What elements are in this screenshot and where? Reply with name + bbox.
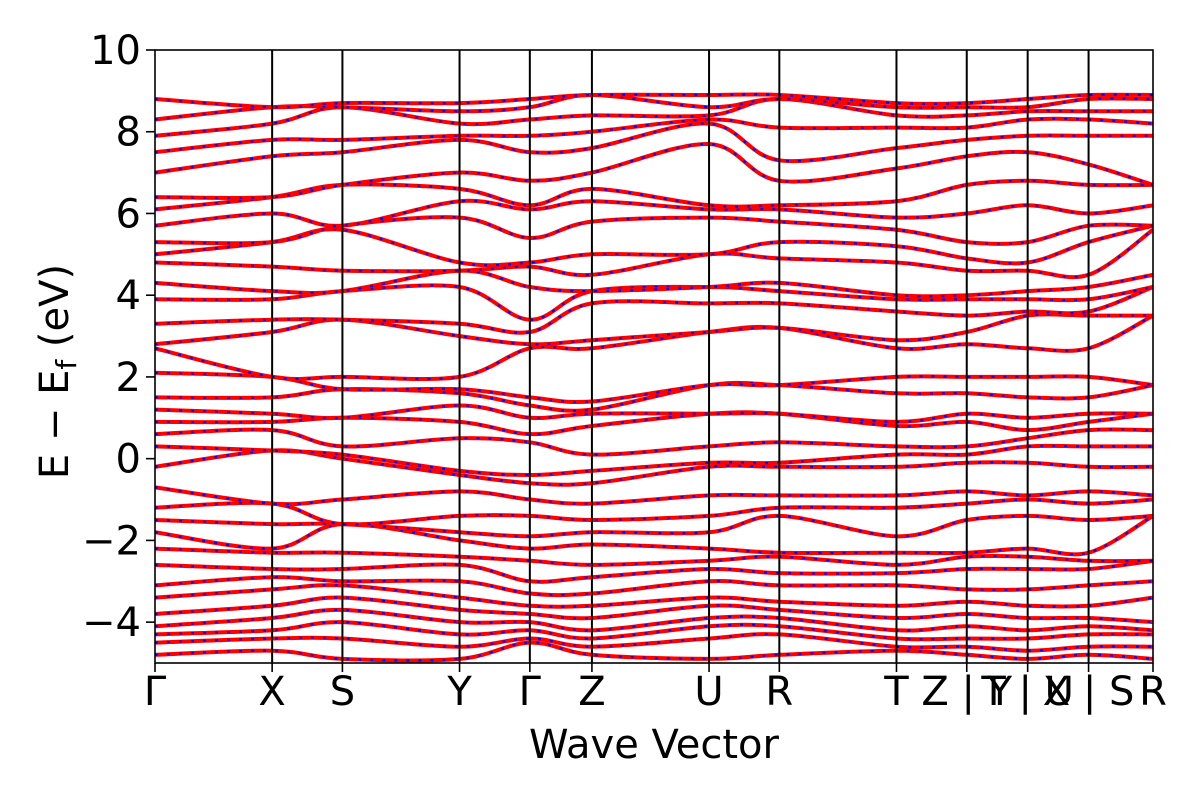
y-tick-label: 10	[90, 28, 141, 74]
band-overlay-4	[155, 596, 1153, 624]
kpoint-label: Γ	[519, 669, 542, 715]
kpoint-label: Z | Y	[921, 669, 1012, 715]
plot-frame	[154, 49, 1154, 664]
band-overlay-12	[155, 486, 1153, 506]
y-axis-title: E − Ef (eV)	[32, 264, 83, 479]
y-tick-label: −2	[82, 518, 141, 564]
band-overlay-20	[155, 314, 1153, 381]
band-overlay-35	[155, 93, 1153, 109]
band-overlay-6	[155, 576, 1153, 597]
band-overlay-8	[155, 547, 1153, 567]
kpoint-label: X | S	[1043, 669, 1135, 715]
band-line-9	[155, 514, 1153, 557]
band-overlay-14	[155, 444, 1153, 477]
band-line-1	[155, 632, 1153, 653]
kpoint-label: U	[694, 669, 723, 715]
band-overlay-28	[155, 199, 1153, 227]
kpoint-label: S	[330, 669, 355, 715]
kpoint-label: R	[1139, 669, 1167, 715]
y-tick-label: 0	[116, 437, 141, 483]
bands-group	[155, 92, 1153, 663]
x-axis-title: Wave Vector	[529, 722, 780, 768]
band-overlay-22	[155, 285, 1153, 334]
band-overlay-32	[155, 117, 1153, 154]
band-overlay-29	[155, 179, 1153, 211]
kpoint-label: R	[765, 669, 793, 715]
band-overlay-19	[155, 371, 1153, 404]
band-line-24	[155, 268, 1153, 299]
band-overlay-7	[155, 559, 1153, 583]
band-line-13	[155, 448, 1153, 487]
band-overlay-5	[155, 584, 1153, 608]
band-overlay-10	[155, 514, 1153, 538]
band-line-31	[155, 121, 1153, 175]
y-tick-label: 8	[116, 110, 141, 156]
band-line-11	[155, 497, 1153, 527]
y-tick-label: 2	[116, 355, 141, 401]
kpoint-label: T | U	[980, 669, 1074, 715]
kpoint-label: Y	[446, 669, 472, 715]
kpoint-label: T	[883, 669, 909, 715]
kpoint-label: Z	[578, 669, 605, 715]
kpoint-label: Γ	[144, 669, 167, 715]
band-overlay-17	[155, 404, 1153, 424]
y-tick-label: 6	[116, 191, 141, 237]
y-tick-label: 4	[116, 273, 141, 319]
kpoint-label: X	[258, 669, 285, 715]
y-tick-label: −4	[82, 600, 141, 646]
